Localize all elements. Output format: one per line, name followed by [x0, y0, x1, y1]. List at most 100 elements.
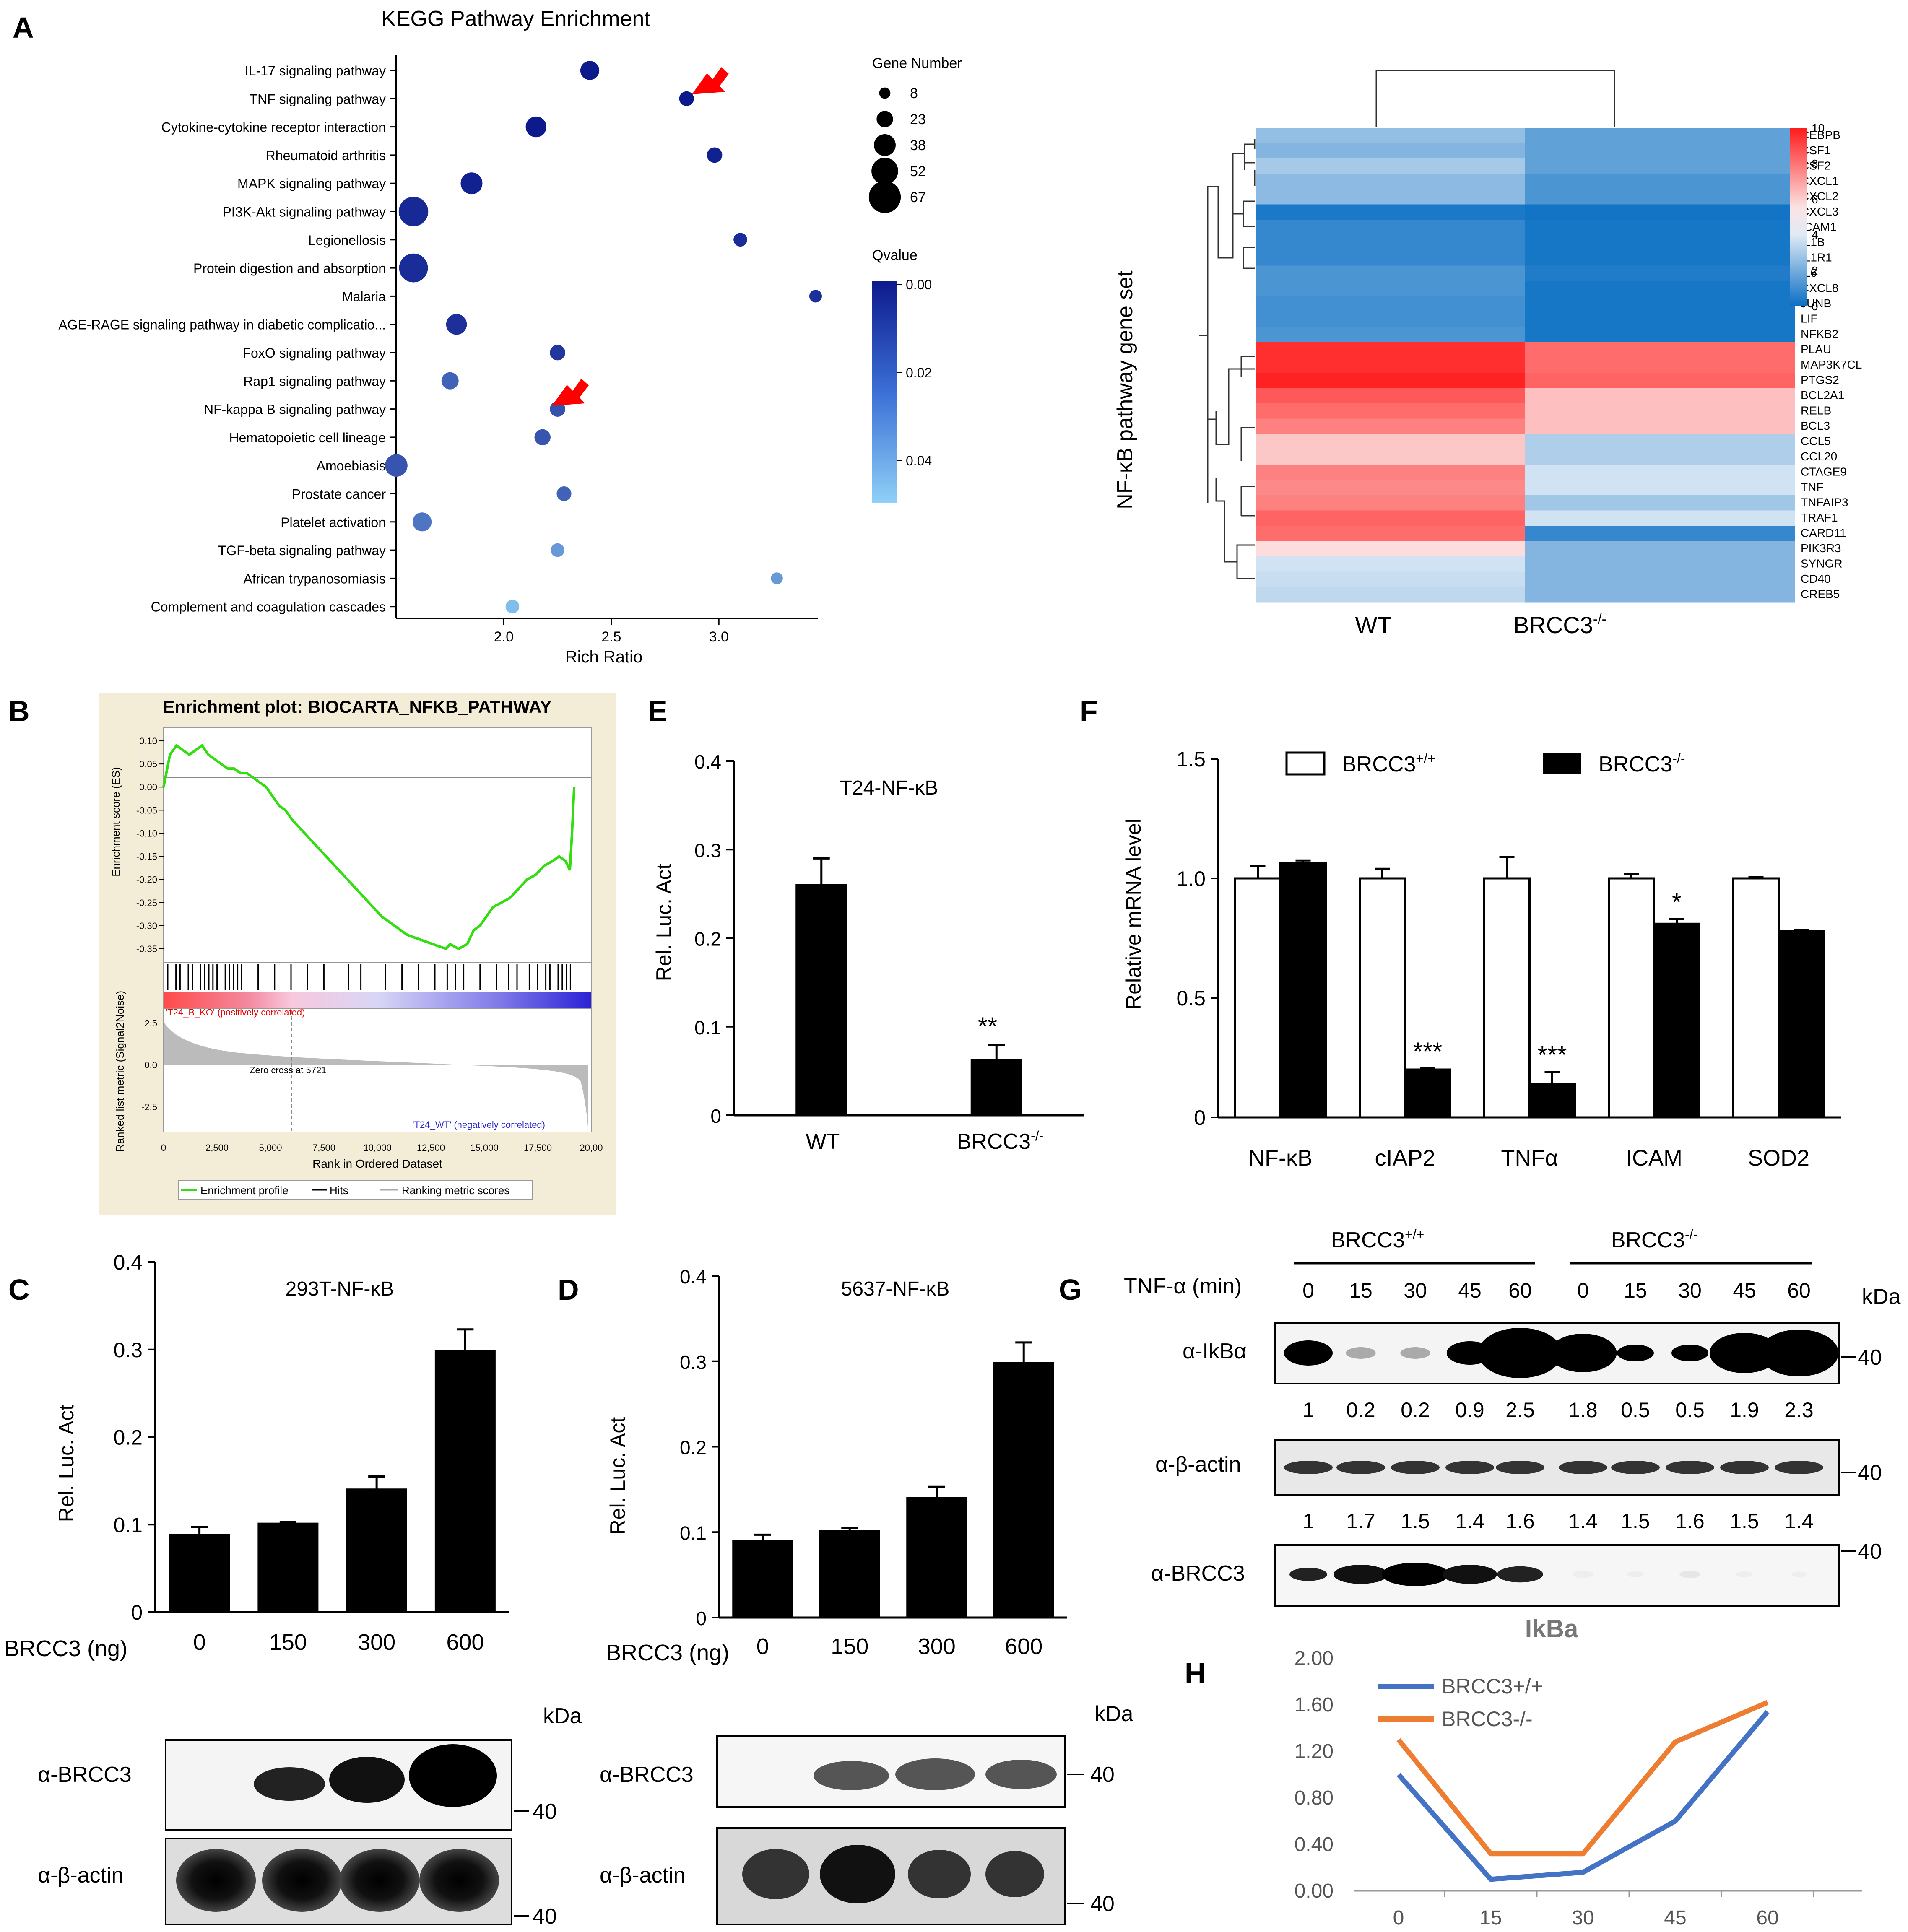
size-legend-dot [876, 111, 893, 127]
heatmap-cell [1256, 403, 1526, 419]
es-tick-label: -0.15 [136, 852, 157, 862]
size-legend-label: 8 [910, 86, 918, 101]
pathway-label: TGF-beta signaling pathway [218, 543, 386, 558]
heatmap-col-ko: BRCC3-/- [1513, 611, 1606, 638]
pathway-label: Rheumatoid arthritis [266, 148, 386, 163]
time-label: 15 [1624, 1279, 1647, 1302]
actin-quant: 1 [1302, 1509, 1314, 1533]
y-tick-label: 0.4 [694, 751, 721, 773]
heatmap-cell [1256, 357, 1526, 373]
y-tick-label: 1.0 [1176, 867, 1206, 891]
heatmap-cell [1525, 128, 1795, 144]
panel-letter-f: F [1080, 695, 1098, 727]
time-label: 30 [1678, 1279, 1702, 1302]
heatmap-cell [1256, 189, 1526, 205]
time-label: 60 [1787, 1279, 1811, 1302]
blot-band [1627, 1571, 1644, 1577]
gene-label: LIF [1801, 312, 1817, 325]
y-tick-label: 0 [131, 1601, 143, 1624]
pathway-label: Malaria [342, 289, 386, 304]
size-legend-label: 38 [910, 138, 926, 153]
panel-letter-g: G [1059, 1273, 1081, 1306]
gsea-legend-hits: Hits [330, 1184, 348, 1197]
heatmap-cell [1525, 265, 1795, 281]
category-label: cIAP2 [1375, 1145, 1435, 1171]
kegg-point [505, 600, 520, 613]
gsea-xlabel: Rank in Ordered Dataset [312, 1157, 442, 1170]
heatmap-cell [1525, 174, 1795, 190]
pathway-label: FoxO signaling pathway [242, 345, 386, 361]
blot-band [1671, 1345, 1708, 1361]
heatmap-cell [1256, 373, 1526, 389]
category-label: SOD2 [1748, 1145, 1809, 1171]
blot-band [1346, 1347, 1376, 1359]
panel-g-row3-label: α-BRCC3 [1151, 1561, 1245, 1586]
es-tick-label: -0.20 [136, 875, 157, 885]
panel-letter-e: E [648, 695, 668, 727]
gsea-es-plot-area [163, 727, 592, 963]
gsea-neg-label: 'T24_WT' (negatively correlated) [412, 1119, 545, 1130]
kegg-point [534, 429, 551, 446]
gene-label: TRAF1 [1801, 511, 1838, 524]
heatmap-cell [1525, 495, 1795, 511]
heatmap-cell [1525, 571, 1795, 587]
bar [1653, 922, 1700, 1119]
panel-letter-h: H [1185, 1657, 1206, 1690]
panel-c-title: 293T-NF-κB [286, 1278, 394, 1300]
time-label: 30 [1404, 1279, 1427, 1302]
category-label: 300 [918, 1634, 956, 1659]
bar [1778, 930, 1825, 1119]
legend-label: BRCC3+/+ [1442, 1675, 1543, 1698]
scale-tick-label: 6 [1812, 193, 1818, 206]
heatmap-cell [1525, 480, 1795, 496]
blot-band [1617, 1345, 1654, 1361]
x-tick-label: 2.0 [494, 629, 514, 645]
heatmap-cell [1256, 143, 1526, 159]
heatmap-cell [1525, 357, 1795, 373]
category-label: ICAM [1626, 1145, 1682, 1171]
scale-tick-label: 8 [1812, 157, 1818, 170]
blot-band [908, 1850, 971, 1898]
panel-letter-d: D [558, 1273, 579, 1306]
heatmap-cell [1256, 388, 1526, 404]
blot-band [1679, 1571, 1700, 1578]
heatmap-cell [1525, 204, 1795, 220]
heatmap-cell [1256, 128, 1526, 144]
blot-band [254, 1767, 325, 1801]
time-label: 60 [1508, 1279, 1532, 1302]
kegg-xlabel: Rich Ratio [565, 648, 643, 666]
heatmap-cell [1525, 189, 1795, 205]
blot-band [1759, 1330, 1839, 1376]
ikba-quant: 0.5 [1621, 1398, 1650, 1422]
time-label: 0 [1302, 1279, 1314, 1302]
panel-d-title: 5637-NF-κB [841, 1278, 950, 1300]
heatmap-ylabel: NF-κB pathway gene set [1113, 270, 1137, 509]
panel-g-mw3: 40 [1858, 1540, 1882, 1564]
kegg-bubble-chart: KEGG Pathway Enrichment IL-17 signaling … [58, 7, 962, 666]
blot-band [895, 1758, 975, 1790]
category-label: 300 [358, 1630, 395, 1655]
x-tick-label: 15 [1479, 1907, 1502, 1929]
y-tick-label: 0.2 [113, 1426, 143, 1449]
size-legend-dot [874, 134, 896, 156]
x-tick-label: 3.0 [709, 629, 729, 645]
blot-band [329, 1757, 405, 1803]
kegg-point [733, 233, 747, 247]
y-tick-label: 0.5 [1176, 987, 1206, 1010]
pathway-label: Platelet activation [281, 515, 386, 530]
q-tick-label: 0.00 [906, 277, 932, 292]
blot-band [1336, 1461, 1385, 1474]
panel-e-xlabel-ko: BRCC3-/- [957, 1128, 1043, 1154]
panel-e-bar-chart: T24-NF-κB Rel. Luc. Act 00.10.20.30.4** … [652, 751, 1084, 1154]
heatmap-colorbar [1790, 128, 1807, 306]
bar [732, 1540, 793, 1619]
heatmap-dendrogram-left [1199, 139, 1256, 579]
category-label: 150 [269, 1630, 307, 1655]
panel-g-mw1: 40 [1858, 1345, 1882, 1370]
y-tick-label: 1.5 [1176, 748, 1206, 771]
y-tick-label: 0.2 [680, 1437, 707, 1459]
bar [970, 1059, 1022, 1117]
gene-label: TNFAIP3 [1801, 496, 1848, 509]
pathway-label: MAPK signaling pathway [237, 176, 386, 191]
heatmap-cell [1525, 526, 1795, 542]
